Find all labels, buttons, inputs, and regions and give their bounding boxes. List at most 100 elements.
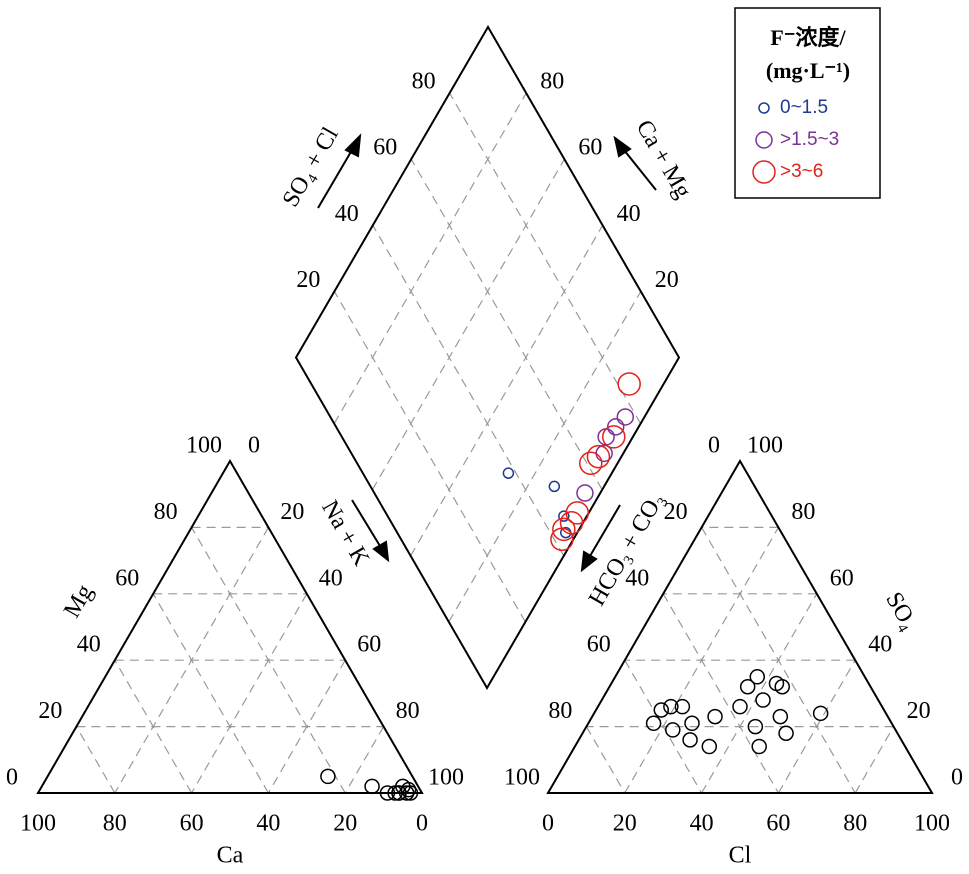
tick-label: 100: [504, 765, 540, 791]
tick-label: 100: [747, 433, 783, 459]
tick-label: 40: [256, 811, 280, 837]
tick-label: 0: [248, 433, 260, 459]
tick-label: 20: [655, 267, 679, 293]
tick-label: 80: [154, 499, 178, 525]
point: [617, 372, 641, 396]
tick-label: 20: [613, 811, 637, 837]
arrow-head: [372, 540, 390, 563]
arrow: [351, 499, 381, 547]
point: [576, 484, 594, 502]
grid-line: [585, 726, 626, 794]
grid-line: [267, 659, 346, 794]
grid-line: [701, 527, 856, 794]
point: [747, 718, 764, 735]
grid-line: [75, 726, 116, 794]
point: [548, 480, 561, 493]
grid-line: [191, 593, 308, 794]
diamond-frame: [294, 25, 681, 690]
tick-label: 20: [907, 698, 931, 724]
tick-label: 60: [578, 135, 602, 161]
axis-title: Ca + Mg: [631, 116, 696, 203]
point: [701, 738, 718, 755]
point: [364, 778, 380, 795]
legend-marker: [755, 131, 773, 149]
point: [597, 428, 615, 446]
legend-marker: [752, 160, 776, 184]
tick-label: 80: [540, 69, 564, 95]
tick-label: 60: [587, 632, 611, 658]
point: [778, 725, 794, 741]
axis-title: Ca: [217, 843, 244, 869]
tick-label: 100: [914, 811, 950, 837]
arrow: [589, 504, 621, 557]
tick-label: 20: [296, 267, 320, 293]
tick-label: 40: [625, 565, 649, 591]
grid-line: [372, 224, 565, 557]
grid-line: [114, 527, 269, 794]
tick-label: 60: [766, 811, 790, 837]
arrow-head: [580, 550, 598, 573]
tick-label: 0: [951, 765, 963, 791]
tick-label: 60: [357, 632, 381, 658]
tick-label: 80: [103, 811, 127, 837]
tick-label: 0: [6, 765, 18, 791]
grid-line: [449, 92, 642, 424]
legend-subtitle: (mg·L⁻¹): [766, 58, 850, 83]
tick-label: 100: [186, 433, 222, 459]
grid-line: [448, 291, 642, 623]
tick-label: 40: [77, 632, 101, 658]
legend-marker: [758, 102, 770, 114]
grid-line: [371, 158, 565, 491]
tick-label: 100: [20, 811, 56, 837]
tick-label: 40: [868, 632, 892, 658]
tick-label: 80: [548, 698, 572, 724]
point: [682, 732, 698, 748]
point: [751, 738, 767, 755]
point: [379, 785, 396, 801]
tick-label: 80: [412, 69, 436, 95]
tick-label: 20: [280, 499, 304, 525]
point: [739, 679, 756, 695]
legend: F⁻浓度/ (mg·L⁻¹) 0~1.5 >1.5~3 >3~6: [734, 7, 881, 199]
point: [398, 785, 415, 801]
point: [402, 785, 419, 801]
point: [653, 702, 670, 718]
point: [400, 781, 417, 798]
point: [586, 444, 611, 469]
tick-label: 0: [416, 811, 428, 837]
tick-label: 80: [396, 698, 420, 724]
grid-line: [344, 726, 385, 794]
legend-box: [734, 7, 881, 199]
arrow-head: [613, 135, 632, 158]
tick-label: 60: [830, 565, 854, 591]
arrow: [317, 149, 353, 209]
point: [812, 705, 829, 722]
point: [502, 467, 515, 479]
arrows: [317, 133, 657, 573]
point: [749, 669, 766, 685]
grid-line: [662, 593, 779, 794]
grid-line: [410, 224, 604, 557]
triangle-frame: [546, 459, 934, 794]
point: [558, 510, 570, 522]
legend-label: 0~1.5: [780, 97, 828, 118]
tick-label: 100: [428, 765, 464, 791]
point: [674, 698, 691, 715]
tick-label: 60: [115, 565, 139, 591]
point: [391, 785, 407, 801]
tick-label: 40: [335, 201, 359, 227]
legend-title: F⁻浓度/: [770, 25, 846, 50]
point: [616, 408, 635, 426]
tick-label: 40: [617, 201, 641, 227]
tick-label: 60: [373, 135, 397, 161]
axis-title: HCO₃ + CO₃: [584, 488, 670, 610]
arrow-head: [344, 133, 362, 158]
legend-label: >1.5~3: [780, 129, 839, 150]
point: [755, 692, 771, 708]
point: [772, 708, 789, 725]
grid-line: [152, 593, 269, 794]
grid-line: [854, 726, 895, 794]
tick-label: 0: [542, 811, 554, 837]
point: [552, 517, 576, 542]
